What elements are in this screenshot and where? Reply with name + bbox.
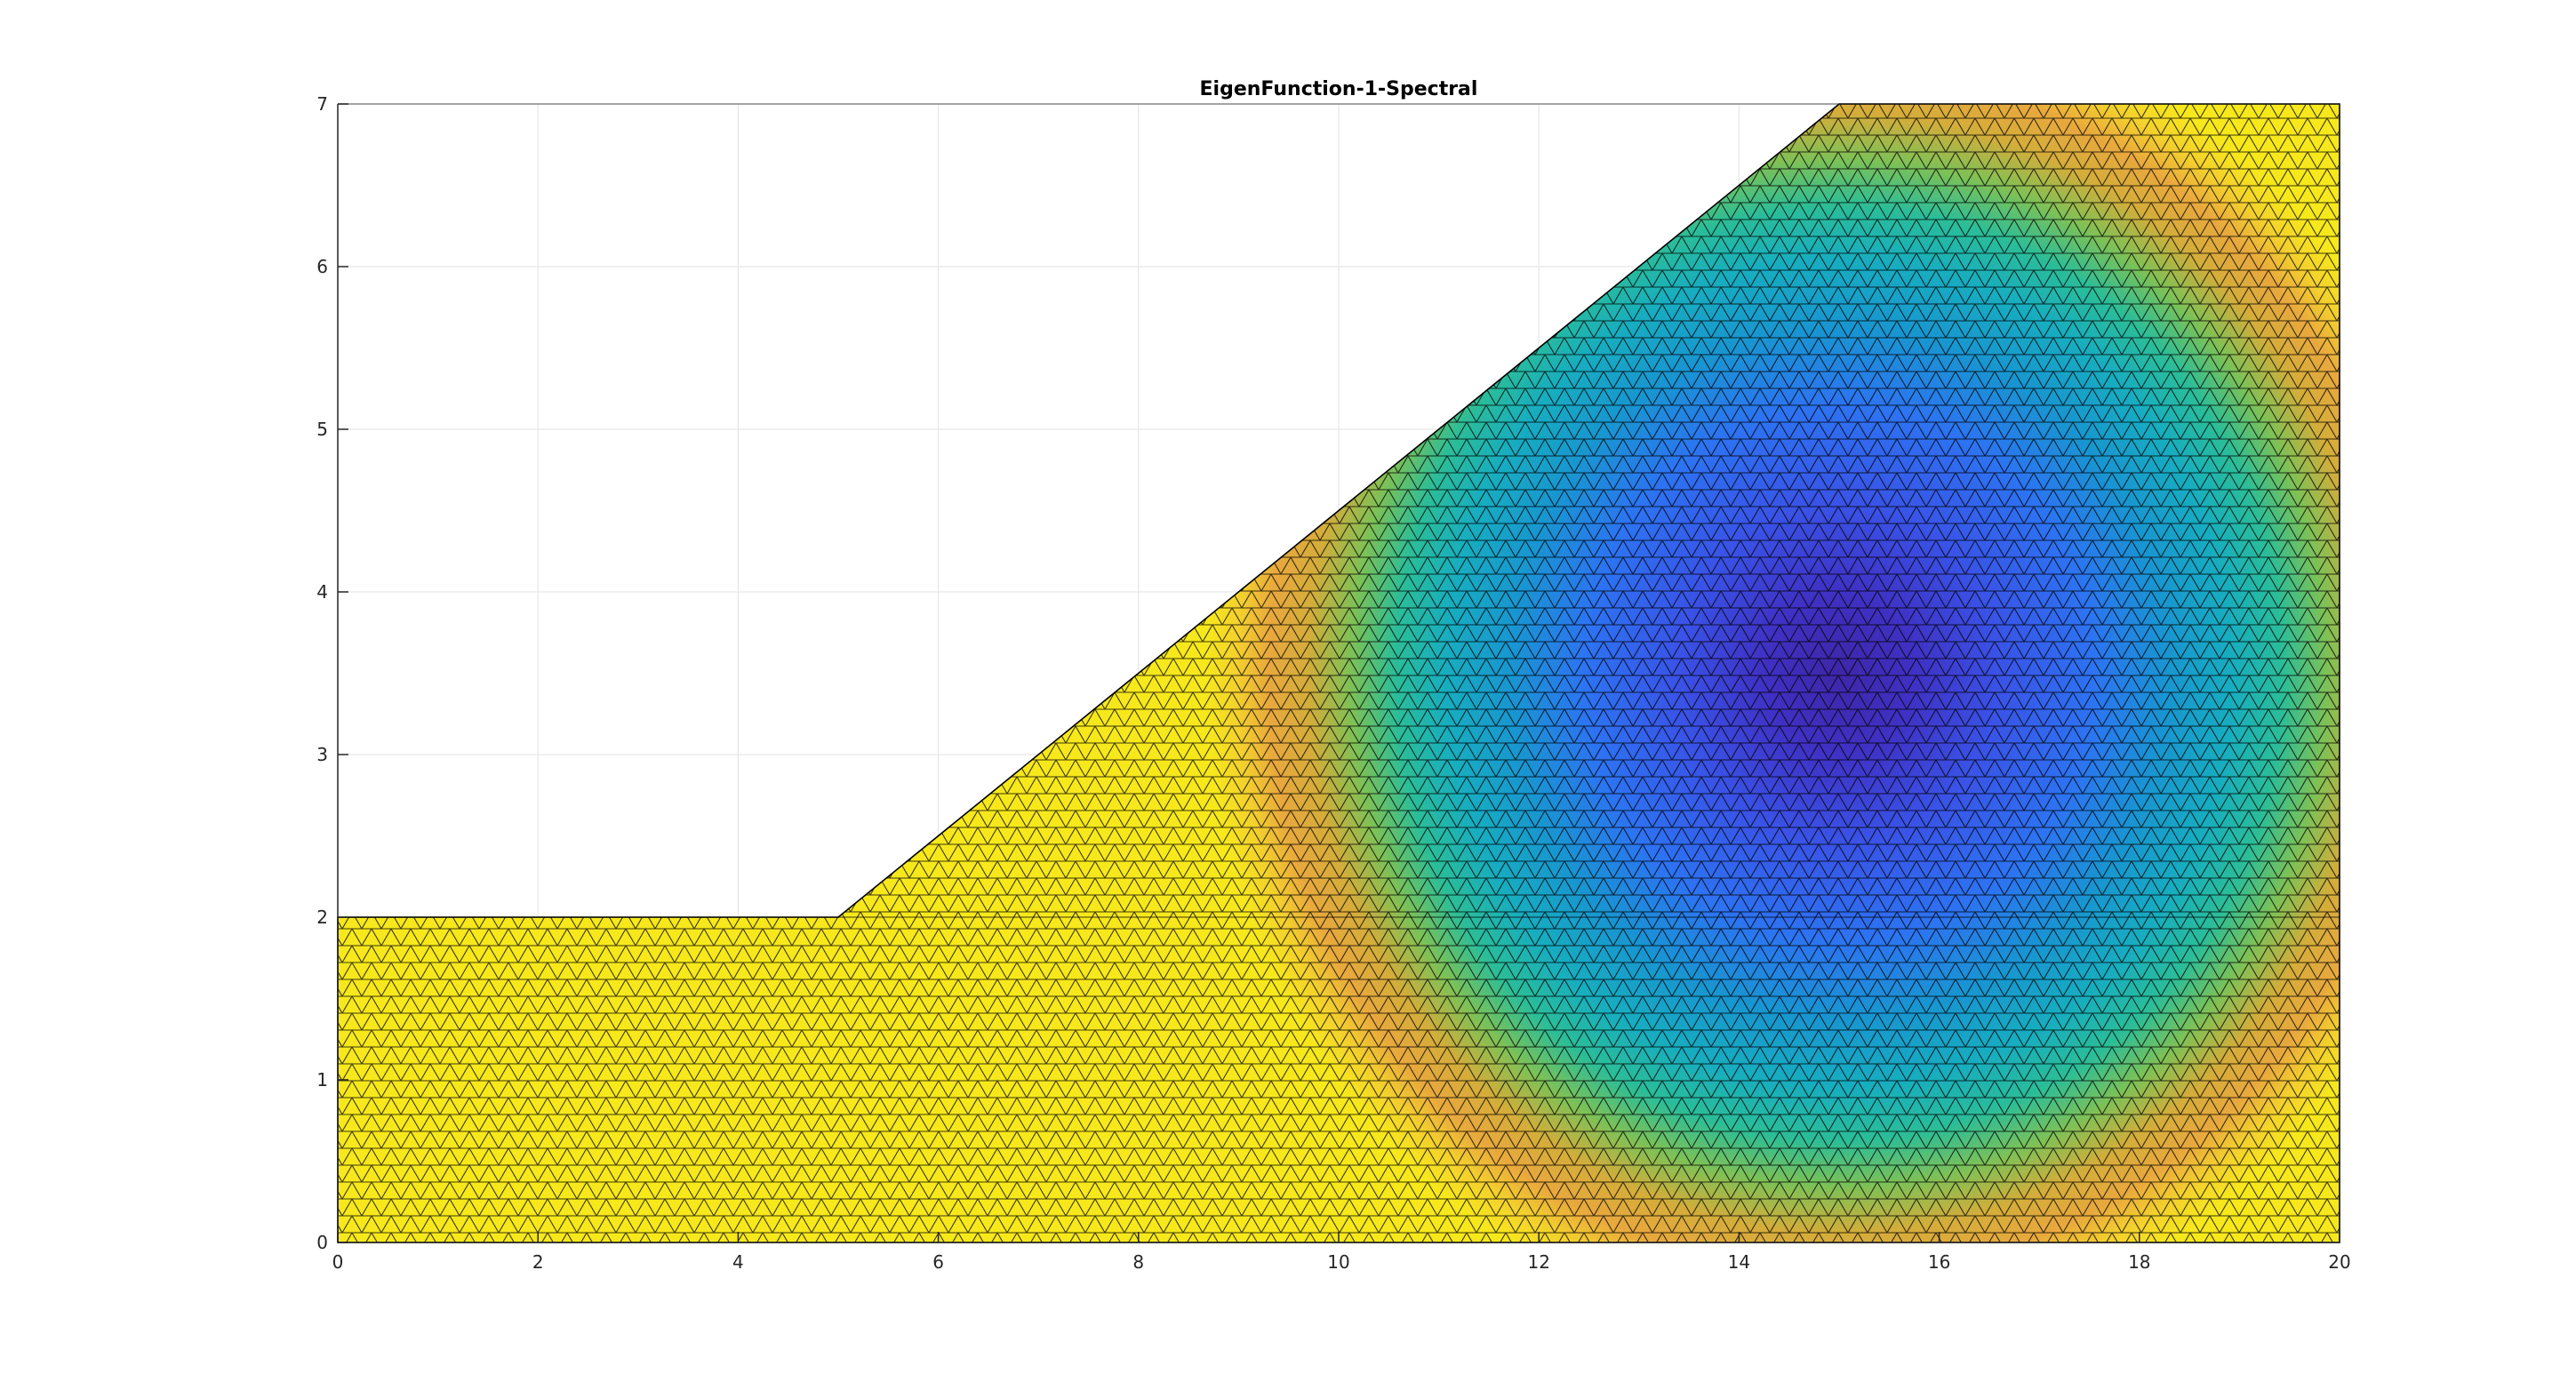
- x-tick-label: 20: [2328, 1251, 2350, 1273]
- y-axis-ticks: 0 1 2 3 4 5 6 7: [316, 93, 348, 1253]
- x-tick-label: 14: [1728, 1251, 1750, 1273]
- y-tick-label: 3: [316, 744, 328, 765]
- x-tick-label: 10: [1327, 1251, 1349, 1273]
- x-tick-label: 0: [332, 1251, 344, 1273]
- x-tick-label: 16: [1928, 1251, 1950, 1273]
- x-tick-label: 8: [1132, 1251, 1144, 1273]
- x-tick-label: 6: [932, 1251, 944, 1273]
- y-tick-label: 1: [316, 1069, 328, 1090]
- y-tick-label: 6: [316, 256, 328, 277]
- x-tick-label: 18: [2128, 1251, 2150, 1273]
- y-tick-label: 5: [316, 419, 328, 440]
- x-tick-label: 4: [732, 1251, 744, 1273]
- y-tick-label: 7: [316, 93, 328, 115]
- y-tick-label: 4: [316, 581, 328, 603]
- y-tick-label: 2: [316, 907, 328, 928]
- chart-title: EigenFunction-1-Spectral: [1200, 78, 1478, 100]
- y-tick-label: 0: [316, 1232, 328, 1253]
- x-tick-label: 12: [1527, 1251, 1549, 1273]
- x-tick-label: 2: [532, 1251, 544, 1273]
- x-axis-ticks: 0 2 4 6 8 10 12 14 16 18 20: [332, 1232, 2351, 1273]
